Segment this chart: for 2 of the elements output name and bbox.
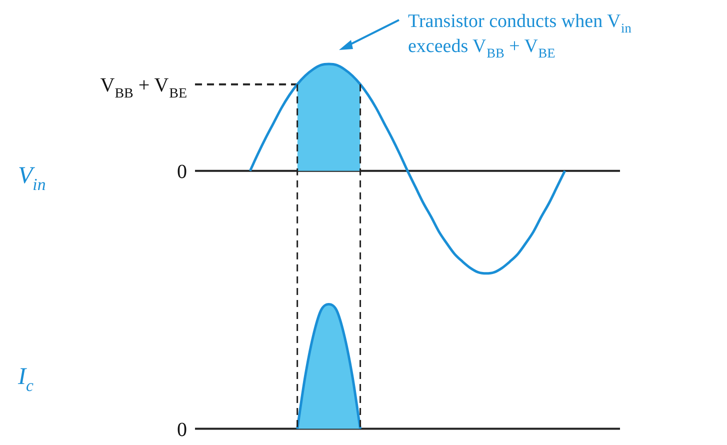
ref-line-label: 0 — [177, 160, 187, 183]
ref-line-label: 0 — [177, 418, 187, 441]
